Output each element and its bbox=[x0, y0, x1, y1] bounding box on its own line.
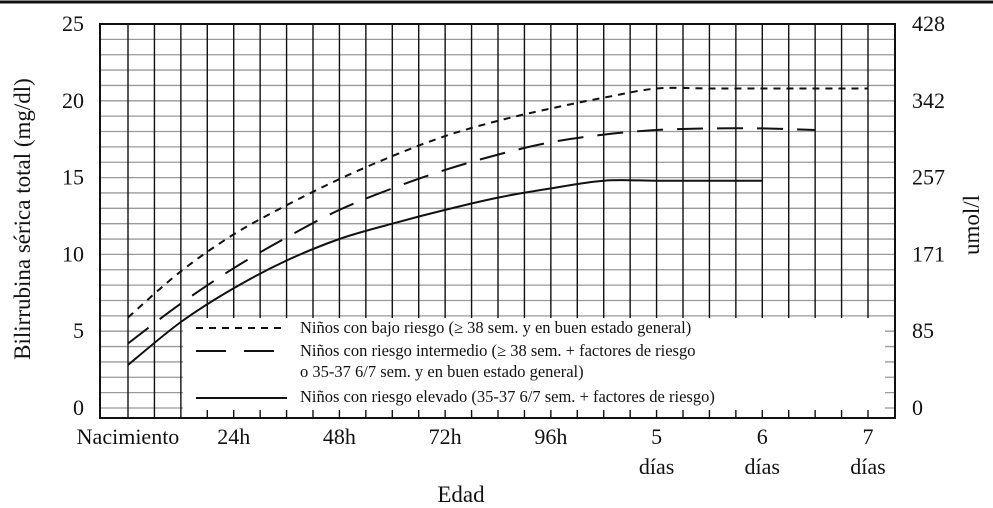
y-tick-left-label: 25 bbox=[62, 11, 84, 36]
y-tick-left-label: 0 bbox=[73, 395, 84, 420]
x-tick-label: 6 bbox=[757, 424, 768, 449]
legend-box bbox=[183, 318, 885, 410]
series-line-3 bbox=[127, 179, 763, 366]
x-tick-label: 24h bbox=[217, 424, 250, 449]
x-tick-label: Nacimiento bbox=[77, 424, 180, 449]
x-tick-label: días bbox=[639, 454, 674, 479]
y-tick-right-label: 0 bbox=[912, 395, 923, 420]
plot-frame bbox=[99, 23, 896, 419]
x-tick-label: 5 bbox=[651, 424, 662, 449]
legend-label-2: Niños con riesgo intermedio (≥ 38 sem. +… bbox=[300, 341, 695, 360]
y-tick-left-label: 5 bbox=[73, 318, 84, 343]
y-tick-right-label: 171 bbox=[912, 241, 945, 266]
x-tick-label: días bbox=[850, 454, 885, 479]
series-line-2 bbox=[127, 127, 816, 345]
legend-label-3: Niños con riesgo elevado (35-37 6/7 sem.… bbox=[300, 387, 715, 406]
y-tick-left-label: 10 bbox=[62, 241, 84, 266]
y-axis-title-right: umol/l bbox=[959, 195, 984, 255]
y-tick-right-label: 342 bbox=[912, 88, 945, 113]
x-tick-label: días bbox=[745, 454, 780, 479]
x-tick-label: 7 bbox=[863, 424, 874, 449]
y-tick-right-label: 428 bbox=[912, 11, 945, 36]
y-axis-title-left: Bilirrubina sérica total (mg/dl) bbox=[10, 78, 35, 360]
x-tick-label: 96h bbox=[534, 424, 567, 449]
y-tick-left-label: 20 bbox=[62, 88, 84, 113]
legend-label-1: Niños con bajo riesgo (≥ 38 sem. y en bu… bbox=[300, 318, 691, 337]
x-tick-label: 72h bbox=[429, 424, 462, 449]
y-tick-left-label: 15 bbox=[62, 165, 84, 190]
y-tick-right-label: 85 bbox=[912, 318, 934, 343]
x-tick-label: 48h bbox=[323, 424, 356, 449]
x-axis-title: Edad bbox=[437, 482, 485, 507]
legend-label-2: o 35-37 6/7 sem. y en buen estado genera… bbox=[300, 362, 584, 381]
y-tick-right-label: 257 bbox=[912, 165, 945, 190]
